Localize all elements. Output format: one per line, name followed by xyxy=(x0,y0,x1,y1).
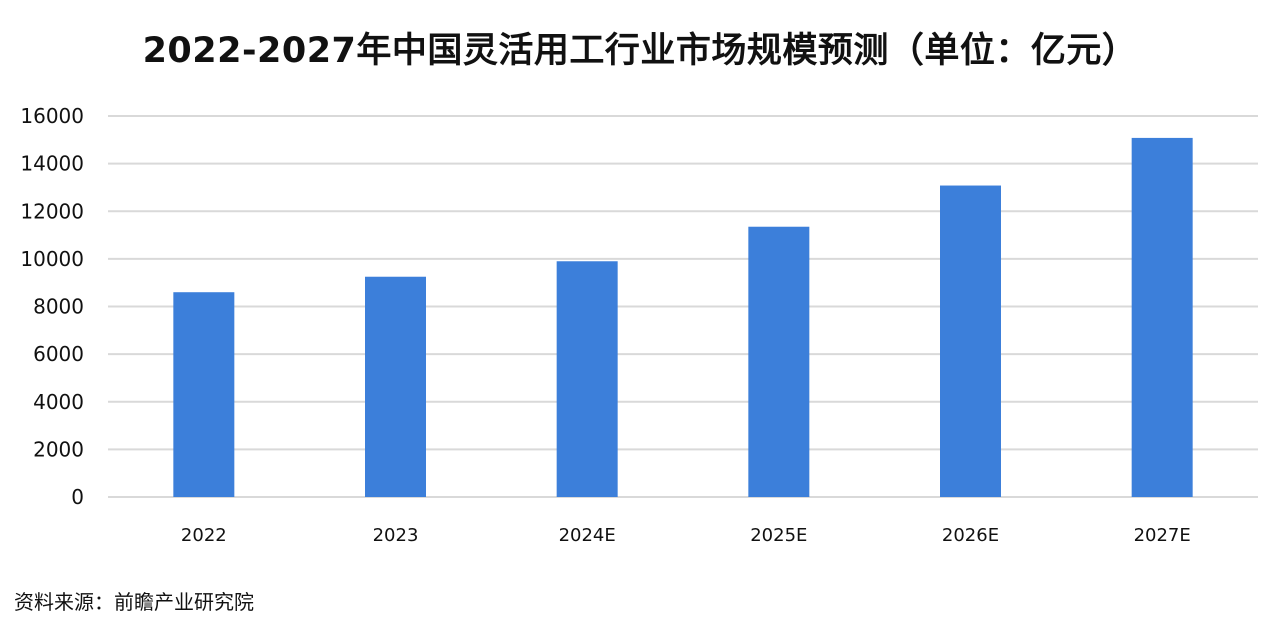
x-tick-label: 2022 xyxy=(181,525,227,546)
bar-2026E xyxy=(940,185,1001,497)
x-tick-label: 2025E xyxy=(750,525,807,546)
chart-title: 2022-2027年中国灵活用工行业市场规模预测（单位：亿元） xyxy=(142,31,1138,71)
y-tick-label: 10000 xyxy=(20,247,84,271)
x-tick-label: 2027E xyxy=(1134,525,1191,546)
y-tick-label: 2000 xyxy=(33,437,84,461)
bar-2024E xyxy=(556,261,618,497)
x-tick-label: 2026E xyxy=(942,525,999,546)
bar-2025E xyxy=(748,226,810,497)
source-note: 资料来源：前瞻产业研究院 xyxy=(14,590,254,614)
y-tick-label: 14000 xyxy=(20,152,84,176)
x-axis-tick-labels: 2022 2023 2024E 2025E 2026E 2027E xyxy=(181,525,1191,546)
bar-2023 xyxy=(365,276,426,497)
bar-2022 xyxy=(173,292,235,497)
x-tick-label: 2023 xyxy=(373,525,419,546)
y-axis-tick-labels: 0 2000 4000 6000 8000 10000 12000 14000 16000 xyxy=(20,104,84,509)
bar-2027E xyxy=(1131,137,1193,497)
gridlines xyxy=(108,115,1258,498)
bars xyxy=(173,137,1193,497)
y-tick-label: 16000 xyxy=(20,104,84,128)
x-tick-label: 2024E xyxy=(559,525,616,546)
y-tick-label: 12000 xyxy=(20,199,84,223)
y-tick-label: 4000 xyxy=(33,390,84,414)
y-tick-label: 6000 xyxy=(33,342,84,366)
y-tick-label: 8000 xyxy=(33,295,84,319)
y-tick-label: 0 xyxy=(71,485,84,509)
